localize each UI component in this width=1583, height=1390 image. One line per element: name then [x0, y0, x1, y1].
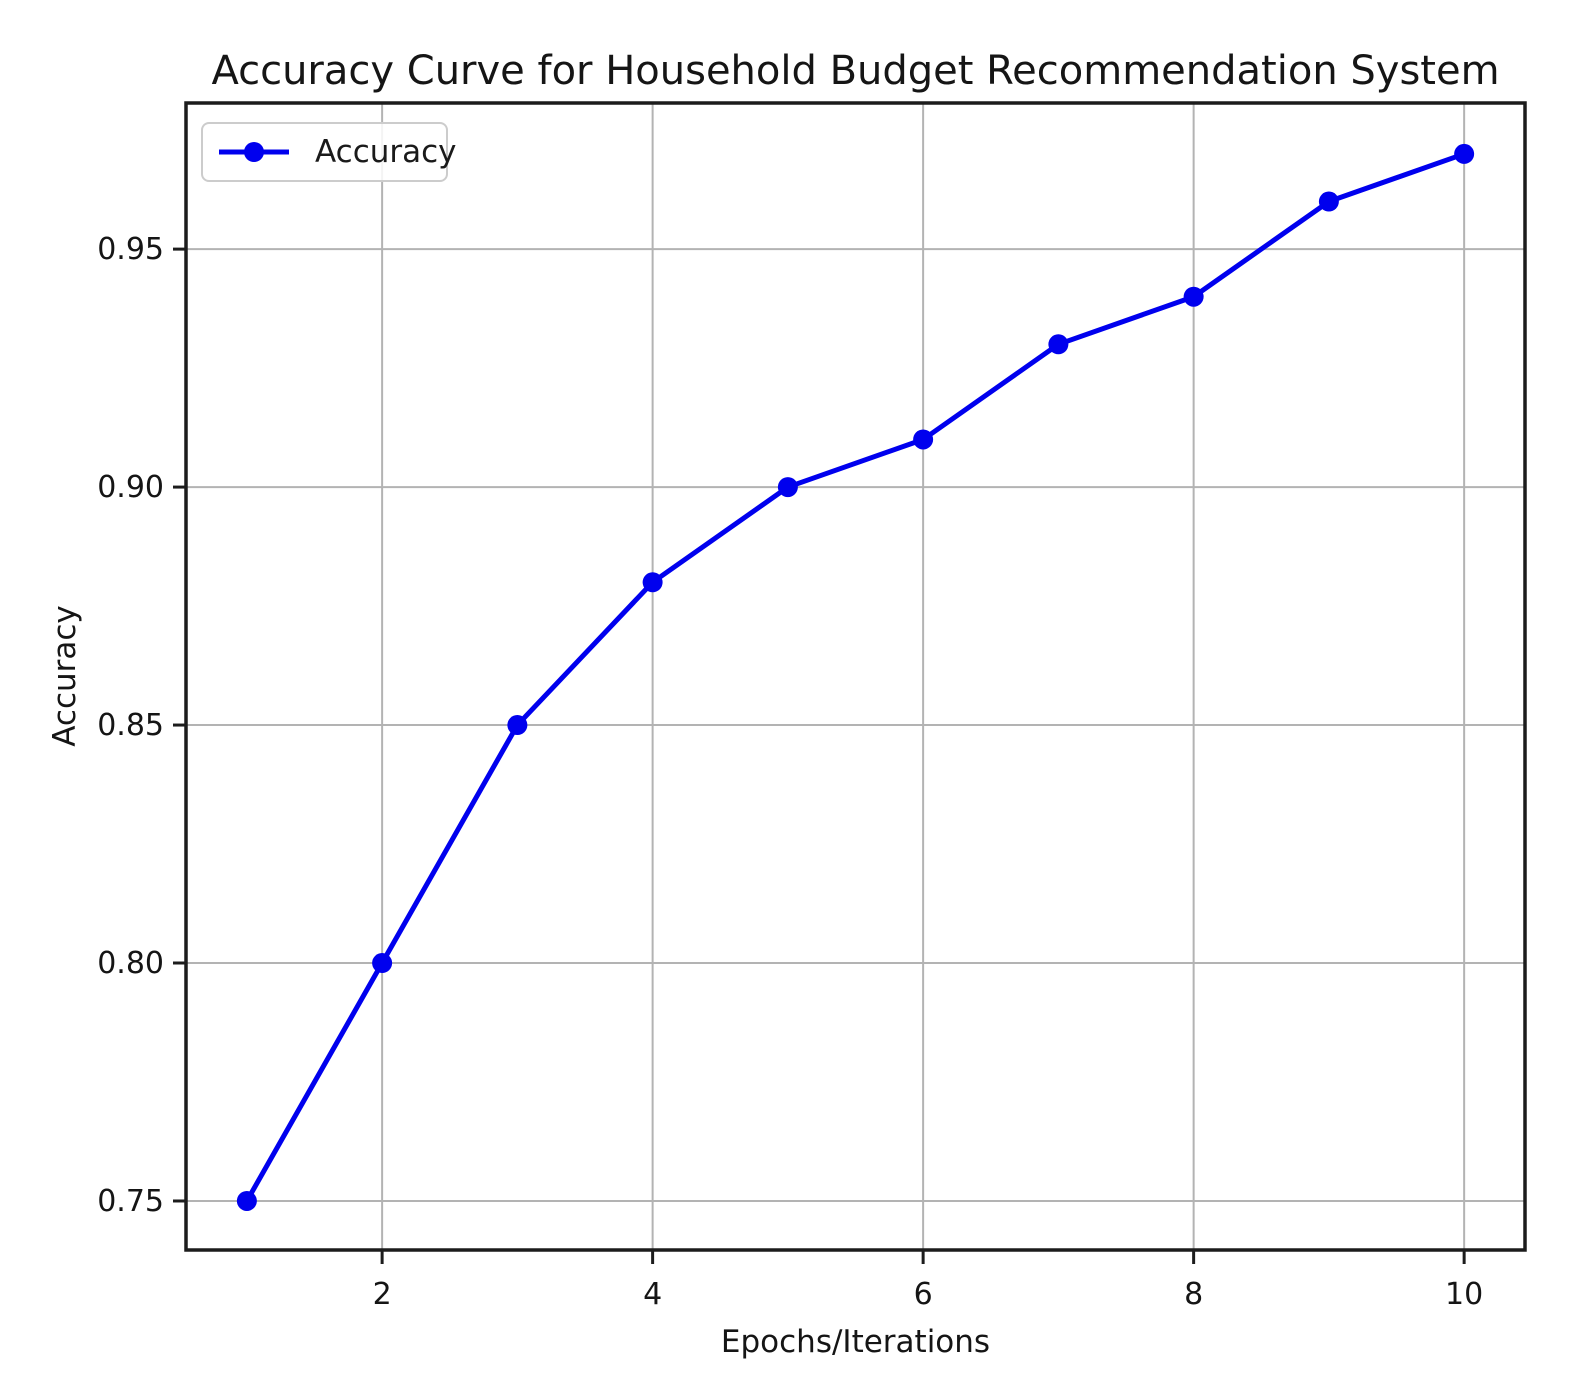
- data-point: [642, 572, 663, 593]
- x-axis-label: Epochs/Iterations: [720, 1324, 991, 1360]
- x-tick-label: 2: [373, 1277, 392, 1312]
- y-tick-label: 0.95: [97, 232, 164, 267]
- data-point: [913, 429, 934, 450]
- x-tick-label: 10: [1445, 1277, 1483, 1312]
- data-point: [1048, 334, 1069, 355]
- data-point: [1183, 286, 1204, 307]
- data-point: [1318, 191, 1339, 212]
- x-tick-label: 4: [643, 1277, 662, 1312]
- legend-label: Accuracy: [315, 134, 457, 170]
- chart-title: Accuracy Curve for Household Budget Reco…: [211, 48, 1500, 94]
- y-tick-label: 0.90: [97, 470, 164, 505]
- y-axis-label: Accuracy: [47, 605, 83, 747]
- data-point: [507, 715, 528, 736]
- plot-border: [184, 101, 1527, 1252]
- accuracy-line: [244, 151, 1467, 1204]
- x-tick-label: 6: [914, 1277, 933, 1312]
- y-tick-label: 0.80: [97, 946, 164, 981]
- x-tick-label: 8: [1184, 1277, 1203, 1312]
- data-point: [1454, 143, 1475, 164]
- legend: Accuracy: [201, 122, 457, 182]
- data-point: [236, 1190, 257, 1211]
- y-tick-label: 0.75: [97, 1184, 164, 1219]
- y-tick-label: 0.85: [97, 708, 164, 743]
- data-point: [777, 477, 798, 498]
- data-point: [372, 953, 393, 974]
- legend-line-marker-icon: [219, 142, 289, 162]
